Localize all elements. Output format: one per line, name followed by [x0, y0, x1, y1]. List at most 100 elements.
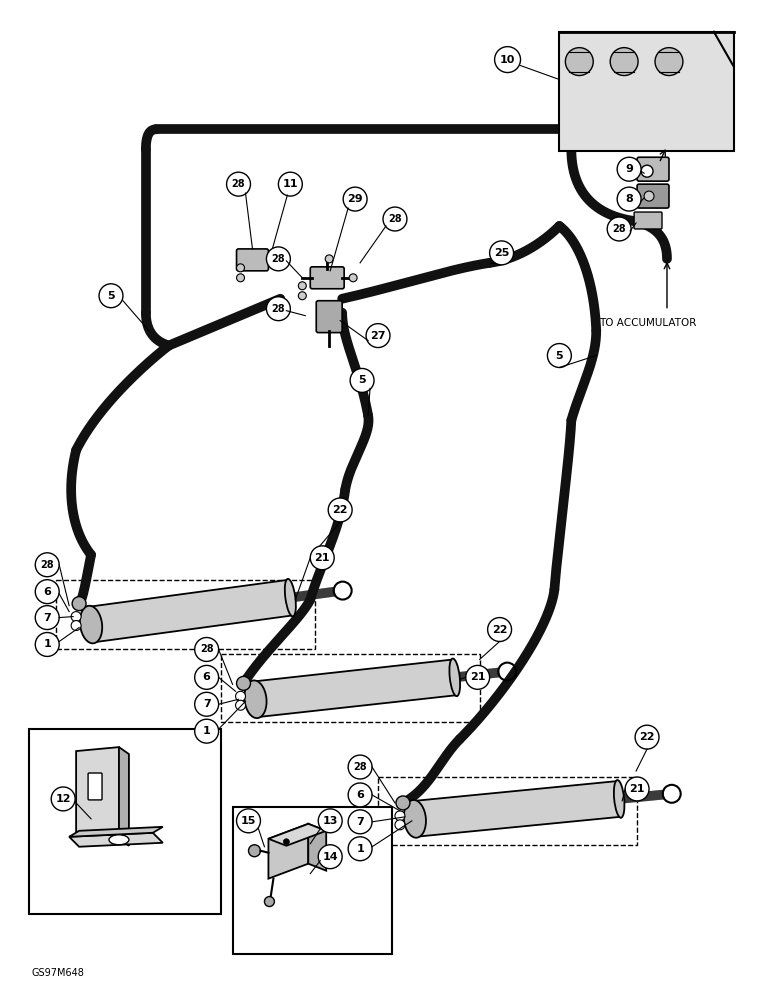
Circle shape	[226, 172, 250, 196]
Text: 14: 14	[323, 852, 338, 862]
Text: TO ACCUMULATOR: TO ACCUMULATOR	[599, 318, 696, 328]
Text: 28: 28	[388, 214, 401, 224]
FancyBboxPatch shape	[236, 249, 269, 271]
Polygon shape	[253, 660, 457, 717]
Circle shape	[36, 580, 59, 604]
Polygon shape	[308, 824, 327, 871]
Text: 28: 28	[272, 254, 285, 264]
Text: 13: 13	[323, 816, 338, 826]
Circle shape	[610, 48, 638, 76]
Polygon shape	[413, 781, 621, 837]
Ellipse shape	[614, 780, 625, 818]
Text: 28: 28	[612, 224, 626, 234]
FancyBboxPatch shape	[232, 807, 392, 954]
Circle shape	[318, 845, 342, 869]
Text: 6: 6	[43, 587, 51, 597]
Text: 27: 27	[371, 331, 386, 341]
Ellipse shape	[109, 835, 129, 845]
Circle shape	[71, 612, 81, 622]
FancyBboxPatch shape	[310, 267, 344, 289]
Circle shape	[625, 777, 649, 801]
Circle shape	[547, 344, 571, 367]
Circle shape	[266, 297, 290, 321]
FancyBboxPatch shape	[560, 32, 733, 151]
FancyBboxPatch shape	[29, 729, 221, 914]
Circle shape	[72, 597, 86, 611]
Circle shape	[310, 546, 334, 570]
Circle shape	[283, 839, 290, 845]
Circle shape	[36, 606, 59, 630]
Circle shape	[348, 783, 372, 807]
Circle shape	[617, 187, 641, 211]
Circle shape	[36, 553, 59, 577]
Circle shape	[608, 217, 631, 241]
Text: 22: 22	[492, 625, 507, 635]
Circle shape	[236, 264, 245, 272]
Ellipse shape	[285, 579, 296, 616]
Circle shape	[298, 292, 306, 300]
Polygon shape	[269, 824, 327, 846]
Text: 21: 21	[314, 553, 330, 563]
Circle shape	[298, 282, 306, 290]
Circle shape	[325, 255, 334, 263]
Circle shape	[328, 498, 352, 522]
Text: 1: 1	[356, 844, 364, 854]
Circle shape	[635, 725, 659, 749]
Text: 5: 5	[358, 375, 366, 385]
Circle shape	[396, 796, 410, 810]
Text: 21: 21	[470, 672, 486, 682]
Polygon shape	[89, 580, 293, 642]
Text: 28: 28	[354, 762, 367, 772]
Polygon shape	[69, 833, 163, 847]
Circle shape	[279, 172, 303, 196]
Circle shape	[318, 809, 342, 833]
Text: 6: 6	[356, 790, 364, 800]
Circle shape	[344, 187, 367, 211]
Text: 10: 10	[500, 55, 515, 65]
Ellipse shape	[245, 680, 266, 718]
Circle shape	[644, 191, 654, 201]
Circle shape	[236, 809, 260, 833]
Text: 22: 22	[333, 505, 348, 515]
Circle shape	[348, 810, 372, 834]
Text: 21: 21	[629, 784, 645, 794]
Text: 11: 11	[283, 179, 298, 189]
Ellipse shape	[80, 606, 102, 643]
Circle shape	[235, 691, 245, 701]
Circle shape	[348, 755, 372, 779]
Circle shape	[565, 48, 593, 76]
Circle shape	[617, 157, 641, 181]
Text: 15: 15	[241, 816, 256, 826]
Text: 7: 7	[356, 817, 364, 827]
Circle shape	[395, 811, 405, 821]
FancyBboxPatch shape	[317, 301, 342, 333]
Text: 28: 28	[200, 644, 214, 654]
Text: 9: 9	[625, 164, 633, 174]
Polygon shape	[269, 824, 308, 879]
Text: 1: 1	[203, 726, 211, 736]
Circle shape	[236, 274, 245, 282]
Text: 8: 8	[625, 194, 633, 204]
Circle shape	[236, 676, 250, 690]
Text: 12: 12	[56, 794, 71, 804]
Circle shape	[99, 284, 123, 308]
FancyBboxPatch shape	[88, 773, 102, 800]
FancyBboxPatch shape	[637, 157, 669, 181]
Circle shape	[350, 368, 374, 392]
Circle shape	[195, 638, 218, 661]
Ellipse shape	[404, 800, 426, 838]
Polygon shape	[76, 747, 119, 843]
Text: 7: 7	[203, 699, 211, 709]
Circle shape	[36, 633, 59, 656]
Text: 1: 1	[43, 639, 51, 649]
Circle shape	[489, 241, 513, 265]
Circle shape	[655, 48, 683, 76]
Text: 25: 25	[494, 248, 510, 258]
Text: 6: 6	[203, 672, 211, 682]
Text: 29: 29	[347, 194, 363, 204]
FancyBboxPatch shape	[637, 184, 669, 208]
Circle shape	[195, 665, 218, 689]
Polygon shape	[119, 747, 129, 846]
Circle shape	[466, 665, 489, 689]
Text: 28: 28	[272, 304, 285, 314]
